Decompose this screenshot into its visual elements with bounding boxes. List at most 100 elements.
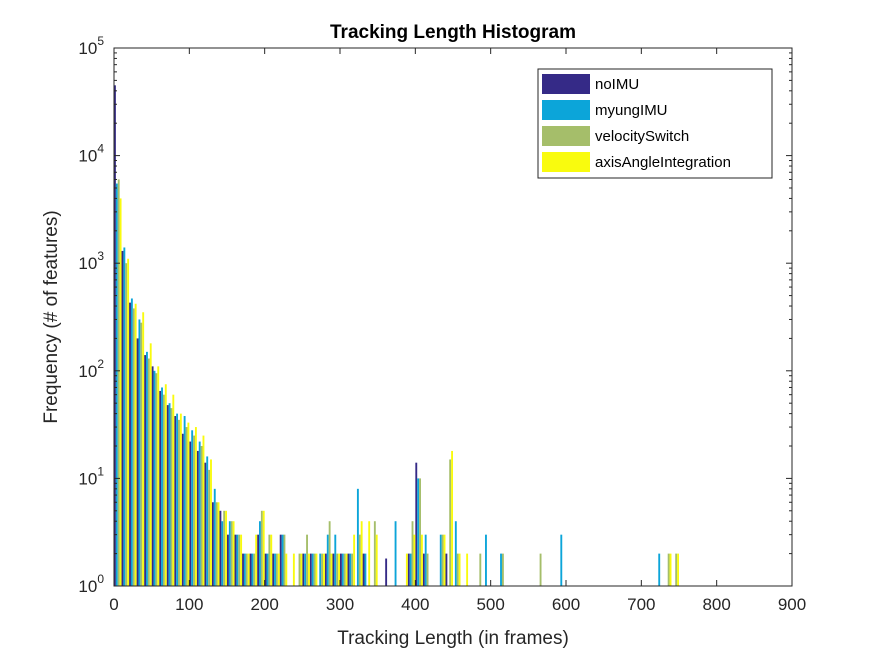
bar-myungimu xyxy=(183,416,186,586)
legend-label-noimu: noIMU xyxy=(595,76,639,93)
legend-label-myungimu: myungIMU xyxy=(595,102,668,119)
bar-myungimu xyxy=(334,534,337,586)
bar-axisangleintegration xyxy=(270,534,273,586)
bar-myungimu xyxy=(251,553,254,586)
bar-velocityswitch xyxy=(223,510,226,586)
bar-noimu xyxy=(264,553,267,586)
x-axis: 0 100 200 300 400 500 600 700 800 900 xyxy=(109,48,806,614)
bar-axisangleintegration xyxy=(240,534,243,586)
bar-noimu xyxy=(340,553,342,586)
bar-velocityswitch xyxy=(230,521,233,586)
bar-velocityswitch xyxy=(193,435,195,586)
bar-myungimu xyxy=(243,553,246,586)
bar-axisangleintegration xyxy=(443,534,446,586)
plot-border xyxy=(113,47,793,587)
bar-noimu xyxy=(234,534,237,586)
bar-myungimu xyxy=(326,534,329,586)
bar-axisangleintegration xyxy=(232,521,235,586)
bar-noimu xyxy=(121,250,124,586)
bar-noimu xyxy=(242,553,244,586)
bar-noimu xyxy=(219,510,222,586)
bar-axisangleintegration xyxy=(142,312,145,586)
bar-axisangleintegration xyxy=(307,553,310,586)
bar-myungimu xyxy=(454,521,457,586)
x-tick-label: 100 xyxy=(175,595,203,614)
bar-noimu xyxy=(129,302,131,586)
bar-velocityswitch xyxy=(125,263,128,586)
bar-axisangleintegration xyxy=(210,459,212,586)
bar-myungimu xyxy=(364,553,367,586)
x-tick-label: 900 xyxy=(778,595,806,614)
bar-noimu xyxy=(204,462,207,586)
bar-noimu xyxy=(196,450,199,586)
bar-myungimu xyxy=(356,488,359,586)
bar-velocityswitch xyxy=(140,322,143,586)
bar-myungimu xyxy=(138,319,141,586)
bar-axisangleintegration xyxy=(134,303,137,586)
bar-axisangleintegration xyxy=(194,427,197,586)
bar-noimu xyxy=(211,502,214,586)
bar-myungimu xyxy=(146,351,148,586)
bar-myungimu xyxy=(311,553,314,586)
bar-velocityswitch xyxy=(117,179,120,586)
bar-axisangleintegration xyxy=(292,553,295,586)
bar-myungimu xyxy=(221,521,224,586)
bar-noimu xyxy=(159,390,162,586)
bar-myungimu xyxy=(153,370,156,586)
bar-myungimu xyxy=(115,183,118,587)
legend-label-axisangleintegration: axisAngleIntegration xyxy=(595,154,731,171)
bar-myungimu xyxy=(409,553,412,586)
bar-velocityswitch xyxy=(456,553,459,586)
bar-velocityswitch xyxy=(373,521,376,586)
bar-noimu xyxy=(309,553,312,586)
bar-noimu xyxy=(385,558,388,586)
bar-noimu xyxy=(174,416,177,586)
bar-velocityswitch xyxy=(260,510,263,586)
bar-myungimu xyxy=(485,534,487,586)
bar-velocityswitch xyxy=(667,553,670,586)
bar-noimu xyxy=(302,553,305,586)
x-tick-label: 300 xyxy=(326,595,354,614)
bar-noimu xyxy=(136,338,139,586)
bar-myungimu xyxy=(161,387,163,586)
bar-axisangleintegration xyxy=(262,510,265,586)
x-tick-label: 700 xyxy=(627,595,655,614)
bar-noimu xyxy=(151,366,154,586)
bar-velocityswitch xyxy=(268,534,271,586)
bar-myungimu xyxy=(259,521,261,586)
bar-myungimu xyxy=(658,553,661,586)
bar-noimu xyxy=(227,534,229,586)
bar-axisangleintegration xyxy=(353,534,356,586)
bar-axisangleintegration xyxy=(345,553,348,586)
bar-myungimu xyxy=(560,534,563,586)
bar-noimu xyxy=(415,462,418,586)
bar-velocityswitch xyxy=(426,553,429,586)
bar-velocityswitch xyxy=(539,553,542,586)
bar-axisangleintegration xyxy=(669,553,672,586)
x-tick-label: 800 xyxy=(702,595,730,614)
bar-axisangleintegration xyxy=(677,553,679,586)
bar-noimu xyxy=(362,553,365,586)
bar-myungimu xyxy=(424,534,427,586)
bar-myungimu xyxy=(123,247,126,587)
chart-title: Tracking Length Histogram xyxy=(330,22,576,43)
x-tick-label: 0 xyxy=(109,595,118,614)
x-tick-label: 400 xyxy=(401,595,429,614)
bar-myungimu xyxy=(319,553,322,586)
bar-axisangleintegration xyxy=(420,534,423,586)
bar-axisangleintegration xyxy=(451,450,453,586)
bar-velocityswitch xyxy=(351,553,354,586)
legend-label-velocityswitch: velocitySwitch xyxy=(595,128,689,145)
bar-velocityswitch xyxy=(449,459,452,586)
bar-axisangleintegration xyxy=(368,521,371,586)
bar-noimu xyxy=(445,553,448,586)
legend-swatch-noimu xyxy=(542,74,590,94)
bar-noimu xyxy=(272,553,275,586)
bar-axisangleintegration xyxy=(277,553,280,586)
bar-velocityswitch xyxy=(313,553,316,586)
bar-noimu xyxy=(114,85,116,586)
bar-noimu xyxy=(189,441,192,586)
bar-myungimu xyxy=(304,553,307,586)
legend-swatch-velocityswitch xyxy=(542,126,590,146)
bar-velocityswitch xyxy=(441,534,444,586)
